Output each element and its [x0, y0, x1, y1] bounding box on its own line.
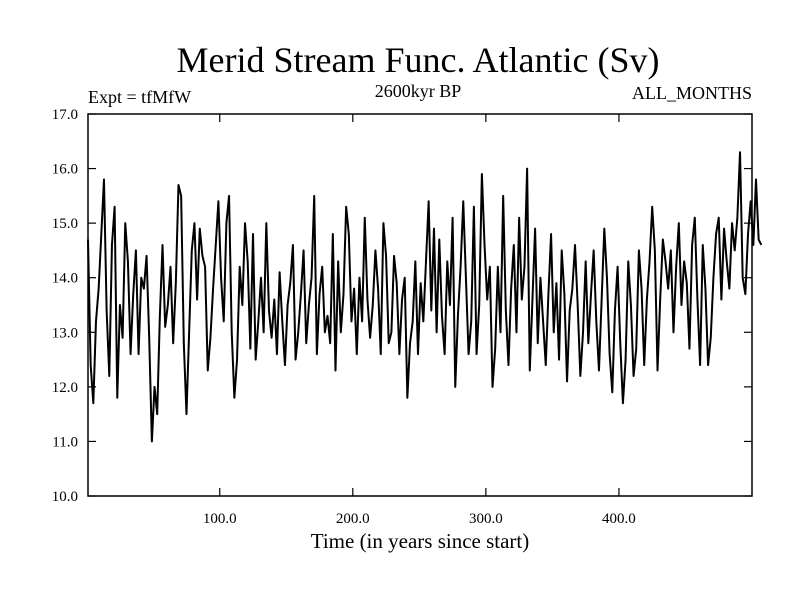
- y-tick-label: 14.0: [52, 271, 78, 287]
- y-tick-label: 10.0: [52, 489, 78, 505]
- series-line: [87, 151, 763, 443]
- x-axis-label: Time (in years since start): [311, 529, 530, 553]
- y-tick-label: 12.0: [52, 380, 78, 396]
- experiment-label: Expt = tfMfW: [88, 87, 191, 107]
- y-tick-label: 11.0: [52, 434, 78, 450]
- y-tick-label: 13.0: [52, 325, 78, 341]
- x-tick-label: 400.0: [602, 511, 636, 527]
- y-tick-label: 16.0: [52, 162, 78, 178]
- y-tick-label: 15.0: [52, 216, 78, 232]
- x-tick-label: 100.0: [203, 511, 237, 527]
- y-tick-label: 17.0: [52, 107, 78, 123]
- plot-frame: [87, 113, 753, 497]
- months-label: ALL_MONTHS: [632, 83, 752, 103]
- x-tick-label: 300.0: [469, 511, 503, 527]
- x-axis-ticks: 100.0 200.0 300.0 400.0: [203, 114, 636, 527]
- x-tick-label: 200.0: [336, 511, 370, 527]
- chart-title: Merid Stream Func. Atlantic (Sv): [177, 40, 660, 80]
- period-label: 2600kyr BP: [375, 81, 462, 101]
